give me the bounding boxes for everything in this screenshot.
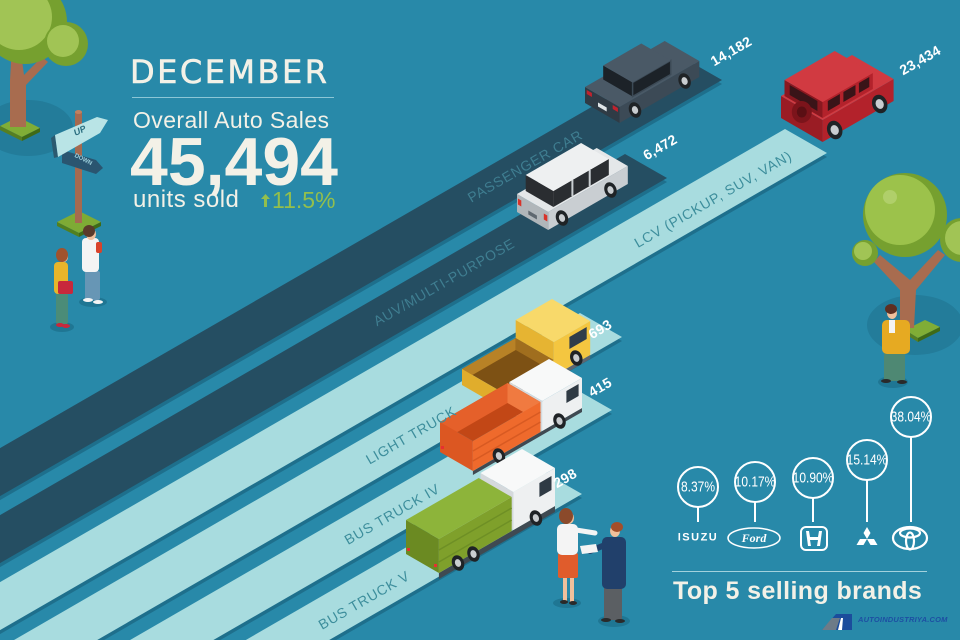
total-sales-value: 45,494 [130, 124, 338, 200]
road-light-truck [14, 313, 622, 640]
brand-share-toyota: 38.04% [890, 408, 932, 426]
growth-value: 11.5% [272, 187, 336, 213]
sign-up-arrow [55, 117, 108, 157]
brand-share-pins [677, 396, 932, 522]
brand-share-honda: 10.90% [792, 469, 834, 487]
toyota-logo-icon [891, 525, 929, 551]
autoindustriya-logo-icon [822, 614, 852, 630]
brand-share-mitsubishi: 15.14% [846, 451, 888, 469]
autoindustriya-logo-text: AUTOINDUSTRIYA.COM [858, 615, 948, 624]
person-saleswoman [553, 508, 598, 608]
ford-logo-icon [727, 527, 781, 549]
brands-divider [672, 571, 927, 572]
mitsubishi-logo-icon [856, 527, 878, 545]
isuzu-logo-icon: ISUZU [677, 531, 719, 544]
person-man-left [79, 225, 107, 307]
cargo-truck-icon [406, 449, 555, 579]
brands-title: Top 5 selling brands [673, 577, 923, 605]
person-buyer [580, 522, 630, 627]
month-title: DECEMBER [130, 53, 330, 91]
person-man-right [878, 304, 910, 388]
growth-indicator: 11.5% [261, 188, 336, 212]
road-auv [0, 154, 667, 568]
person-woman-left [50, 248, 74, 332]
sales-subtitle: Overall Auto Sales [133, 107, 330, 133]
sign-down-arrow [62, 150, 103, 174]
brand-share-isuzu: 8.37% [680, 478, 716, 496]
honda-logo-icon [800, 526, 828, 551]
title-divider [132, 97, 334, 98]
document-icon [580, 544, 598, 554]
suv-icon [781, 51, 894, 142]
road-lcv [0, 129, 827, 635]
ford-logo-text: Ford [741, 531, 767, 545]
brand-share-ford: 10.17% [734, 473, 776, 491]
sedan-icon [585, 41, 700, 123]
dump-truck-icon [440, 359, 582, 475]
minivan-icon [517, 143, 628, 230]
arrow-up-icon [261, 193, 270, 207]
units-label: units sold [133, 186, 240, 213]
